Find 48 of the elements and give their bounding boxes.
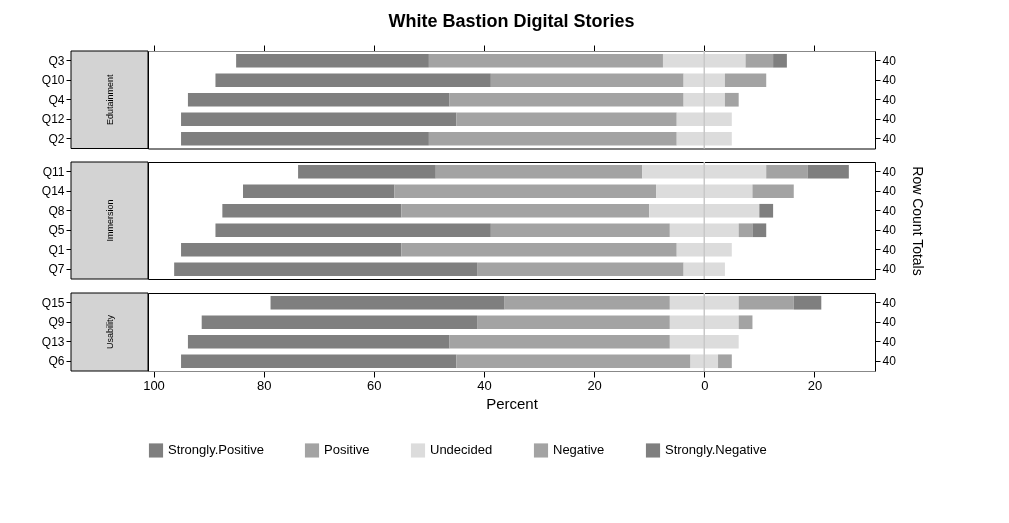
y2-tick-label: 40 <box>882 131 897 146</box>
y2-tick-label: 40 <box>882 315 897 330</box>
y2-tick-label: 40 <box>882 242 897 257</box>
y-tick-label: Q1 <box>48 242 65 257</box>
y-tick-label: Q15 <box>41 295 65 310</box>
legend-label: Negative <box>553 442 605 458</box>
y2-axis-title: Row Count Totals <box>909 166 926 276</box>
x-tick-label: 0 <box>701 377 709 393</box>
legend-label: Positive <box>324 442 370 458</box>
y2-tick-label: 40 <box>882 295 897 310</box>
y-tick-label: Q14 <box>41 184 65 199</box>
y-tick-label: Q13 <box>41 334 65 349</box>
y2-tick-label: 40 <box>882 334 897 349</box>
x-tick-label: 20 <box>587 377 602 393</box>
y-tick-label: Q8 <box>48 203 65 218</box>
y-tick-label: Q7 <box>48 262 65 277</box>
y2-tick-label: 40 <box>882 223 897 238</box>
legend-label: Undecided <box>430 442 493 458</box>
y-tick-label: Q12 <box>41 112 65 127</box>
chart-title: White Bastion Digital Stories <box>388 10 635 31</box>
y2-tick-label: 40 <box>882 53 897 68</box>
x-tick-label: 80 <box>256 377 272 393</box>
x-tick-label: 60 <box>367 377 382 393</box>
x-tick-label: 100 <box>143 377 165 393</box>
y-tick-label: Q4 <box>48 92 65 107</box>
y2-tick-label: 40 <box>882 262 897 277</box>
y-tick-label: Q11 <box>42 164 65 179</box>
y2-tick-label: 40 <box>882 354 897 369</box>
y2-tick-label: 40 <box>882 112 897 127</box>
legend-label: Strongly.Positive <box>168 442 264 458</box>
y-tick-label: Q9 <box>48 315 65 330</box>
y-tick-label: Q2 <box>48 131 65 146</box>
y2-tick-label: 40 <box>882 184 897 199</box>
y-axis-title: Immersion <box>104 199 115 242</box>
y-tick-label: Q10 <box>41 73 65 88</box>
y-tick-label: Q3 <box>48 53 65 68</box>
x-tick-label: 40 <box>477 377 492 393</box>
y2-tick-label: 40 <box>882 164 897 179</box>
legend-label: Strongly.Negative <box>665 442 767 458</box>
x-tick-label: 20 <box>807 377 823 393</box>
y-tick-label: Q6 <box>48 354 65 369</box>
x-axis-title: Percent <box>486 394 539 412</box>
y2-tick-label: 40 <box>882 92 897 107</box>
y-axis-title: Usability <box>104 314 115 350</box>
y2-tick-label: 40 <box>882 203 897 218</box>
y2-tick-label: 40 <box>882 73 897 88</box>
y-axis-title: Edutainment <box>104 73 115 126</box>
y-tick-label: Q5 <box>48 223 65 238</box>
